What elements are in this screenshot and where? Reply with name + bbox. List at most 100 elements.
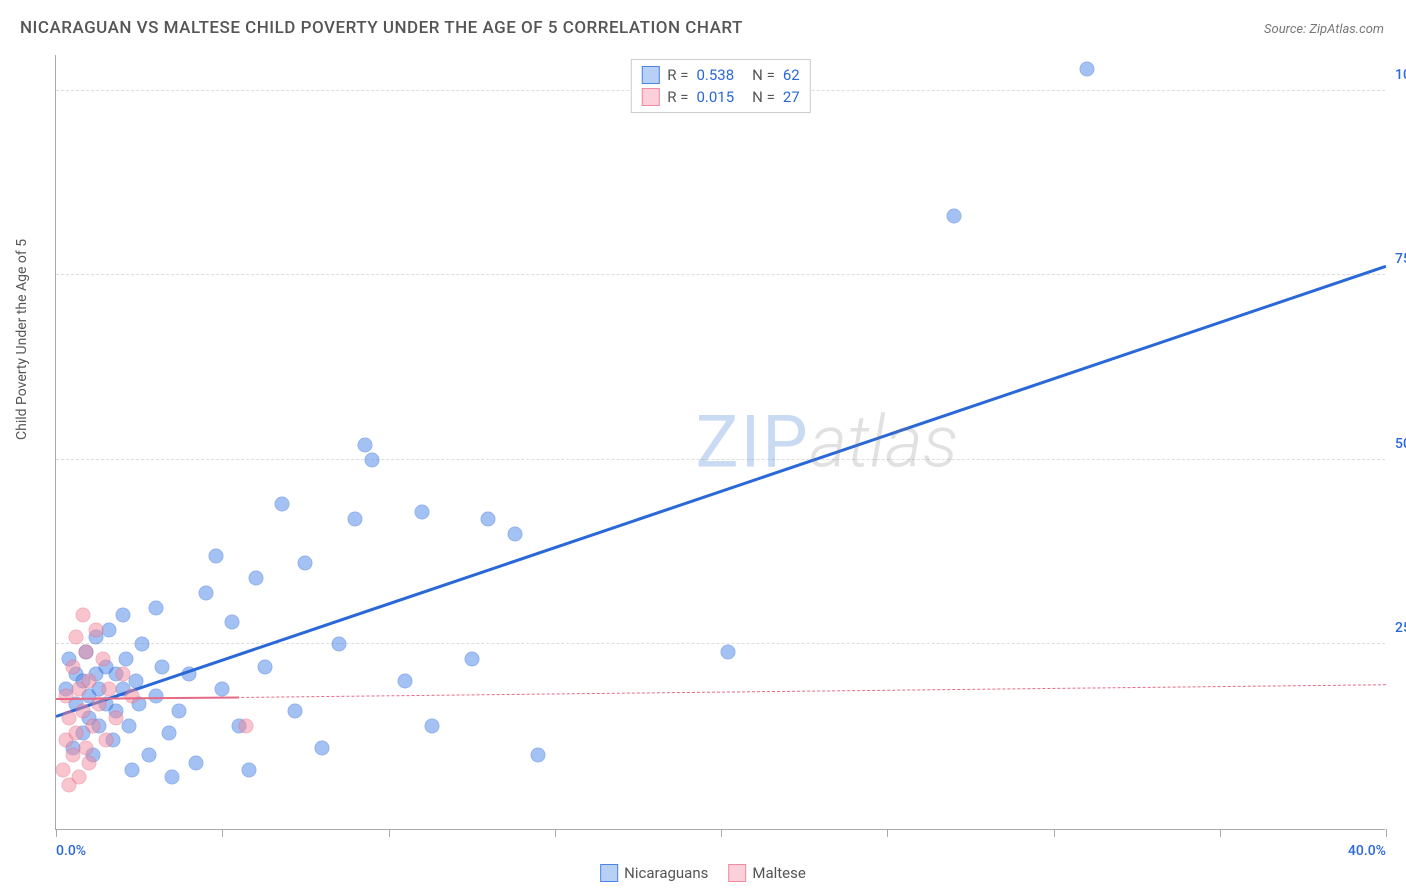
data-point [288,703,303,718]
data-point [162,726,177,741]
x-tick [1386,829,1387,837]
data-point [72,770,87,785]
data-point [398,674,413,689]
gridline [56,643,1385,644]
legend-item-maltese: Maltese [728,864,805,882]
x-tick-label: 0.0% [56,843,86,859]
data-point [331,637,346,652]
data-point [122,718,137,733]
x-tick [222,829,223,837]
data-point [275,497,290,512]
series-legend: Nicaraguans Maltese [600,864,806,882]
legend-item-nicaraguans: Nicaraguans [600,864,708,882]
data-point [102,622,117,637]
x-tick [1220,829,1221,837]
n-label: N = [752,66,775,84]
data-point [208,548,223,563]
r-label: R = [667,88,688,106]
gridline [56,274,1385,275]
data-point [135,637,150,652]
n-value: 27 [783,88,800,106]
data-point [248,571,263,586]
data-point [95,652,110,667]
data-point [464,652,479,667]
data-point [315,740,330,755]
data-point [115,667,130,682]
swatch-maltese [641,88,659,106]
x-tick [389,829,390,837]
data-point [102,681,117,696]
y-tick-label: 50.0% [1395,436,1406,452]
data-point [424,718,439,733]
n-label: N = [752,88,775,106]
plot-area: ZIPatlas R = 0.538 N = 62 R = 0.015 N = … [55,55,1385,830]
data-point [68,726,83,741]
legend-row-nicaraguans: R = 0.538 N = 62 [641,64,799,86]
swatch-nicaraguans [641,66,659,84]
data-point [298,556,313,571]
r-value: 0.538 [696,66,734,84]
data-point [241,762,256,777]
y-tick-label: 75.0% [1395,251,1406,267]
r-label: R = [667,66,688,84]
y-axis-label: Child Poverty Under the Age of 5 [14,239,30,440]
gridline [56,459,1385,460]
data-point [75,607,90,622]
data-point [65,659,80,674]
data-point [258,659,273,674]
legend-label: Nicaraguans [624,864,708,882]
watermark: ZIPatlas [696,400,959,485]
legend-row-maltese: R = 0.015 N = 27 [641,86,799,108]
chart-title: NICARAGUAN VS MALTESE CHILD POVERTY UNDE… [20,18,743,38]
x-tick [56,829,57,837]
data-point [85,718,100,733]
data-point [68,630,83,645]
data-point [238,718,253,733]
chart-container: NICARAGUAN VS MALTESE CHILD POVERTY UNDE… [0,0,1406,892]
watermark-zip: ZIP [696,400,810,485]
data-point [125,689,140,704]
data-point [75,703,90,718]
data-point [172,703,187,718]
data-point [1079,61,1094,76]
data-point [481,512,496,527]
data-point [118,652,133,667]
r-value: 0.015 [696,88,734,106]
data-point [115,607,130,622]
swatch-maltese-icon [728,864,746,882]
data-point [165,770,180,785]
data-point [78,644,93,659]
x-tick [721,829,722,837]
correlation-legend: R = 0.538 N = 62 R = 0.015 N = 27 [630,59,810,113]
data-point [358,438,373,453]
x-tick [887,829,888,837]
data-point [225,615,240,630]
data-point [155,659,170,674]
data-point [98,733,113,748]
data-point [148,600,163,615]
trendline [56,684,1386,700]
data-point [720,644,735,659]
data-point [82,674,97,689]
data-point [507,526,522,541]
data-point [414,504,429,519]
x-tick [1054,829,1055,837]
n-value: 62 [783,66,800,84]
x-tick-label: 40.0% [1348,843,1386,859]
data-point [82,755,97,770]
data-point [198,585,213,600]
y-tick-label: 25.0% [1395,620,1406,636]
data-point [125,762,140,777]
data-point [946,209,961,224]
data-point [215,681,230,696]
legend-label: Maltese [752,864,805,882]
data-point [108,711,123,726]
swatch-nicaraguans-icon [600,864,618,882]
data-point [188,755,203,770]
data-point [364,452,379,467]
x-tick [555,829,556,837]
data-point [78,740,93,755]
data-point [531,748,546,763]
watermark-atlas: atlas [810,400,958,485]
source-attribution: Source: ZipAtlas.com [1264,22,1384,37]
